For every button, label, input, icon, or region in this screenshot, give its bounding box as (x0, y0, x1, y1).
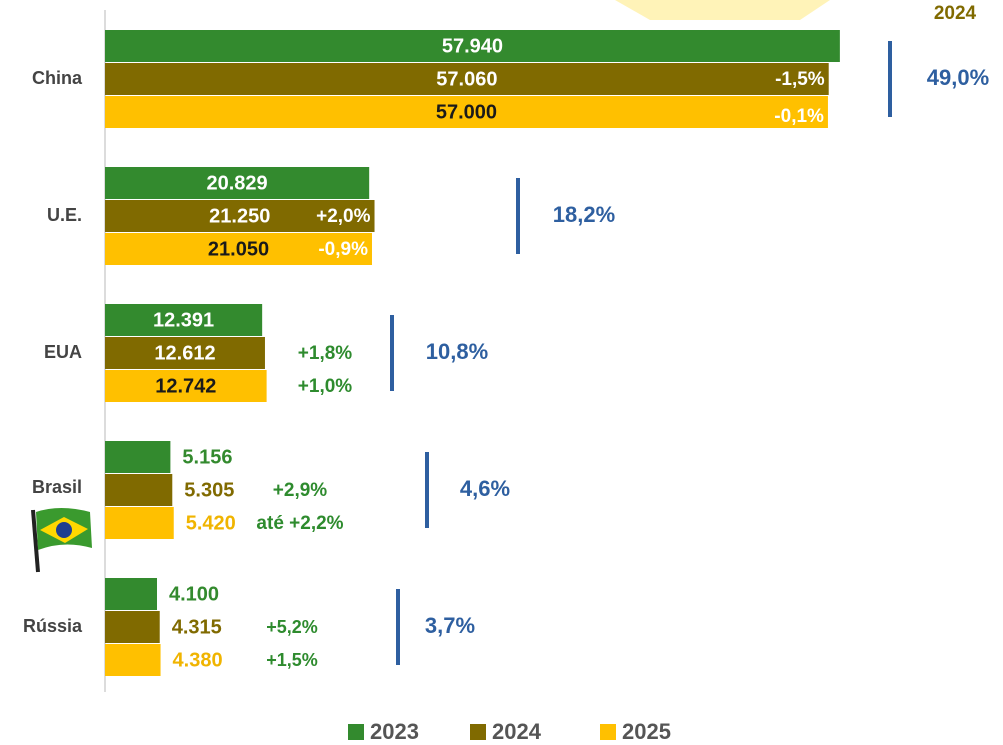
legend-label: 2025 (622, 719, 671, 744)
bar (105, 167, 370, 199)
category-label: China (32, 68, 83, 88)
bar (105, 337, 265, 369)
value-label: 5.305 (184, 479, 234, 501)
value-label: 57.940 (442, 35, 503, 57)
value-label: 5.156 (182, 446, 232, 468)
change-label: -0,9% (318, 239, 368, 260)
value-label: 4.315 (172, 616, 222, 638)
category-label: EUA (44, 342, 82, 362)
bar (105, 30, 840, 62)
value-label: 21.250 (209, 205, 270, 227)
bar (105, 63, 829, 95)
category-label: U.E. (47, 205, 82, 225)
change-label: +1,5% (266, 650, 318, 670)
share-label: 18,2% (553, 202, 615, 227)
value-label: 21.050 (208, 238, 269, 260)
change-label: +1,0% (298, 376, 353, 397)
value-label: 12.612 (154, 342, 215, 364)
change-label: até +2,2% (256, 513, 343, 534)
value-label: 4.380 (173, 649, 223, 671)
value-label: 12.742 (155, 375, 216, 397)
legend-swatch (600, 724, 616, 740)
change-label: +2,0% (316, 206, 371, 227)
bar (105, 200, 375, 232)
share-label: 49,0% (927, 65, 989, 90)
change-label: -1,5% (775, 69, 825, 90)
change-label: +1,8% (298, 343, 353, 364)
value-label: 57.060 (436, 68, 497, 90)
category-label: Brasil (32, 477, 82, 497)
value-label: 5.420 (186, 512, 236, 534)
change-label: +5,2% (266, 617, 318, 637)
legend-swatch (348, 724, 364, 740)
bar (105, 370, 267, 402)
bar (105, 611, 160, 643)
value-label: 57.000 (436, 101, 497, 123)
share-title: 2024 (934, 3, 977, 24)
value-label: 12.391 (153, 309, 214, 331)
legend-label: 2024 (492, 719, 542, 744)
share-label: 4,6% (460, 476, 510, 501)
share-label: 3,7% (425, 613, 475, 638)
change-label: -0,1% (774, 106, 824, 127)
value-label: 20.829 (207, 172, 268, 194)
bar (105, 578, 158, 610)
legend-label: 2023 (370, 719, 419, 744)
decor-shape (615, 0, 830, 20)
value-label: 4.100 (169, 583, 219, 605)
bar (105, 474, 173, 506)
bar (105, 96, 828, 128)
change-label: +2,9% (273, 480, 328, 501)
bar (105, 644, 161, 676)
brazil-flag (31, 508, 92, 573)
legend-swatch (470, 724, 486, 740)
bar (105, 507, 174, 539)
bar (105, 441, 171, 473)
share-label: 10,8% (426, 339, 488, 364)
category-label: Rússia (23, 616, 83, 636)
bar (105, 304, 263, 336)
bar (105, 233, 372, 265)
